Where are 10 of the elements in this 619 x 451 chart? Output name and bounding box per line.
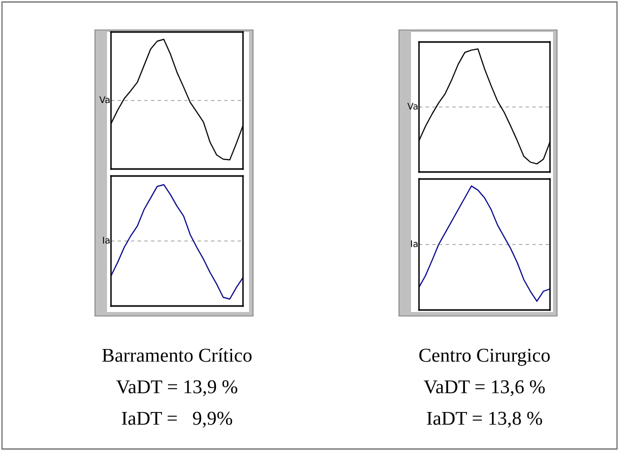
text: VaDT = 13,9 % bbox=[116, 380, 238, 396]
text: IaDT = 13,8 % bbox=[426, 412, 542, 428]
y-axis-title: Ia bbox=[411, 240, 418, 248]
text: Barramento Crítico bbox=[102, 348, 252, 362]
y-axis-title: Ia bbox=[103, 236, 110, 244]
y-axis-title: Va bbox=[407, 102, 418, 110]
text: VaDT = 13,6 % bbox=[424, 380, 545, 396]
text: IaDT = 9,9% bbox=[122, 412, 232, 428]
text: Centro Cirurgico bbox=[419, 348, 550, 366]
y-axis-title: Va bbox=[99, 96, 110, 104]
